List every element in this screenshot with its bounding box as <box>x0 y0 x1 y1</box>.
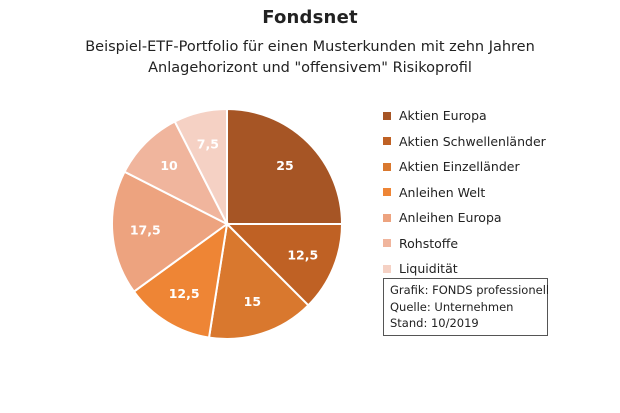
legend-label: Rohstoffe <box>399 235 459 251</box>
slice-value-label-4: 12,5 <box>169 286 200 301</box>
legend-item-5: Anleihen Europa <box>383 205 546 231</box>
legend-swatch <box>383 137 391 146</box>
legend-label: Anleihen Welt <box>399 184 486 200</box>
pie-slice-5 <box>111 170 229 293</box>
slice-value-label-1: 25 <box>276 158 293 173</box>
subtitle-line-1: Beispiel-ETF-Portfolio für einen Musterk… <box>85 39 535 55</box>
slice-value-label-7: 7,5 <box>197 136 219 151</box>
legend-swatch <box>383 111 391 120</box>
pie-slice-6 <box>123 120 230 227</box>
chart-subtitle: Beispiel-ETF-Portfolio für einen Musterk… <box>0 37 620 79</box>
legend-swatch <box>383 188 391 197</box>
info-source: Quelle: Unternehmen <box>390 299 514 314</box>
source-info-box: Grafik: FONDS professionell Quelle: Unte… <box>383 278 550 336</box>
subtitle-line-2: Anlagehorizont und "offensivem" Risikopr… <box>148 60 472 76</box>
chart-legend: Aktien Europa Aktien Schwellenländer Aktie… <box>383 103 546 282</box>
legend-label: Aktien Einzelländer <box>399 159 520 175</box>
slice-value-label-6: 10 <box>160 158 178 173</box>
pie-slice-2 <box>224 223 344 307</box>
info-date: Stand: 10/2019 <box>390 316 479 330</box>
slice-value-label-3: 15 <box>244 294 261 309</box>
legend-item-3: Aktien Einzelländer <box>383 154 546 180</box>
pie-slice-4 <box>132 221 229 339</box>
legend-label: Aktien Europa <box>399 108 487 124</box>
legend-item-4: Anleihen Welt <box>383 180 546 206</box>
pie-slice-1 <box>226 107 344 225</box>
legend-item-1: Aktien Europa <box>383 103 546 129</box>
pie-slice-7 <box>173 107 228 225</box>
legend-swatch <box>383 213 391 222</box>
legend-swatch <box>383 264 391 273</box>
legend-swatch <box>383 239 391 248</box>
legend-label: Anleihen Europa <box>399 210 502 226</box>
legend-item-6: Rohstoffe <box>383 231 546 257</box>
legend-swatch <box>383 162 391 171</box>
info-graphic-credit: Grafik: FONDS professionell <box>390 283 550 297</box>
slice-value-label-2: 12,5 <box>287 247 318 262</box>
legend-label: Aktien Schwellenländer <box>399 133 546 149</box>
pie-slice-3 <box>207 221 310 340</box>
legend-item-2: Aktien Schwellenländer <box>383 129 546 155</box>
slice-value-label-5: 17,5 <box>130 222 161 237</box>
legend-item-7: Liquidität <box>383 256 546 282</box>
chart-title: Fondsnet <box>262 7 358 28</box>
legend-label: Liquidität <box>399 261 458 277</box>
